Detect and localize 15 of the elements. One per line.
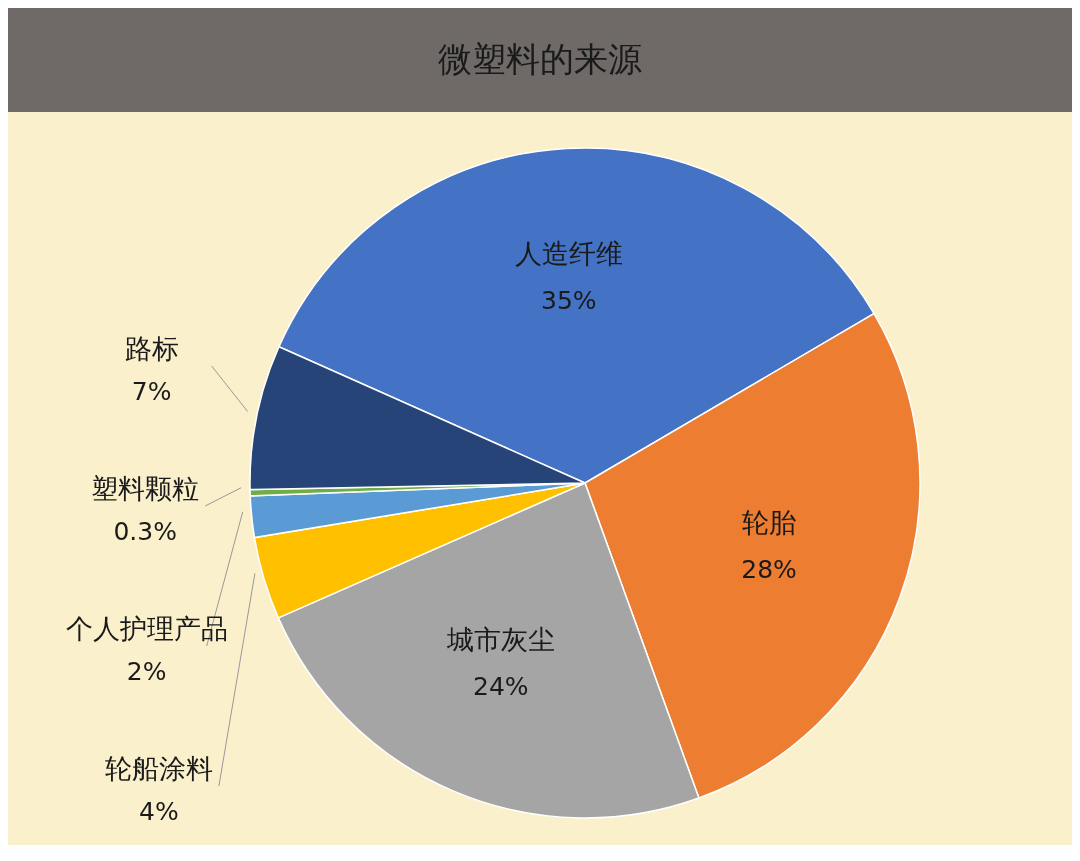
data-label: 28% <box>741 555 797 585</box>
chart-title: 微塑料的来源 <box>438 38 642 81</box>
slice-label: 路标 <box>124 333 179 364</box>
slice-label: 个人护理产品 <box>65 613 228 644</box>
data-label: 4% <box>139 797 179 826</box>
slice-label: 城市灰尘 <box>445 623 555 655</box>
data-label: 24% <box>473 671 529 701</box>
data-label: 2% <box>126 657 167 686</box>
slice-label: 人造纤维 <box>514 238 623 270</box>
data-label: 35% <box>541 286 597 316</box>
slice-label: 塑料颗粒 <box>91 473 200 504</box>
data-label: 0.3% <box>113 517 177 546</box>
slice-label: 轮胎 <box>742 507 797 539</box>
data-label: 7% <box>131 377 172 406</box>
slice-label: 轮船涂料 <box>104 753 213 784</box>
